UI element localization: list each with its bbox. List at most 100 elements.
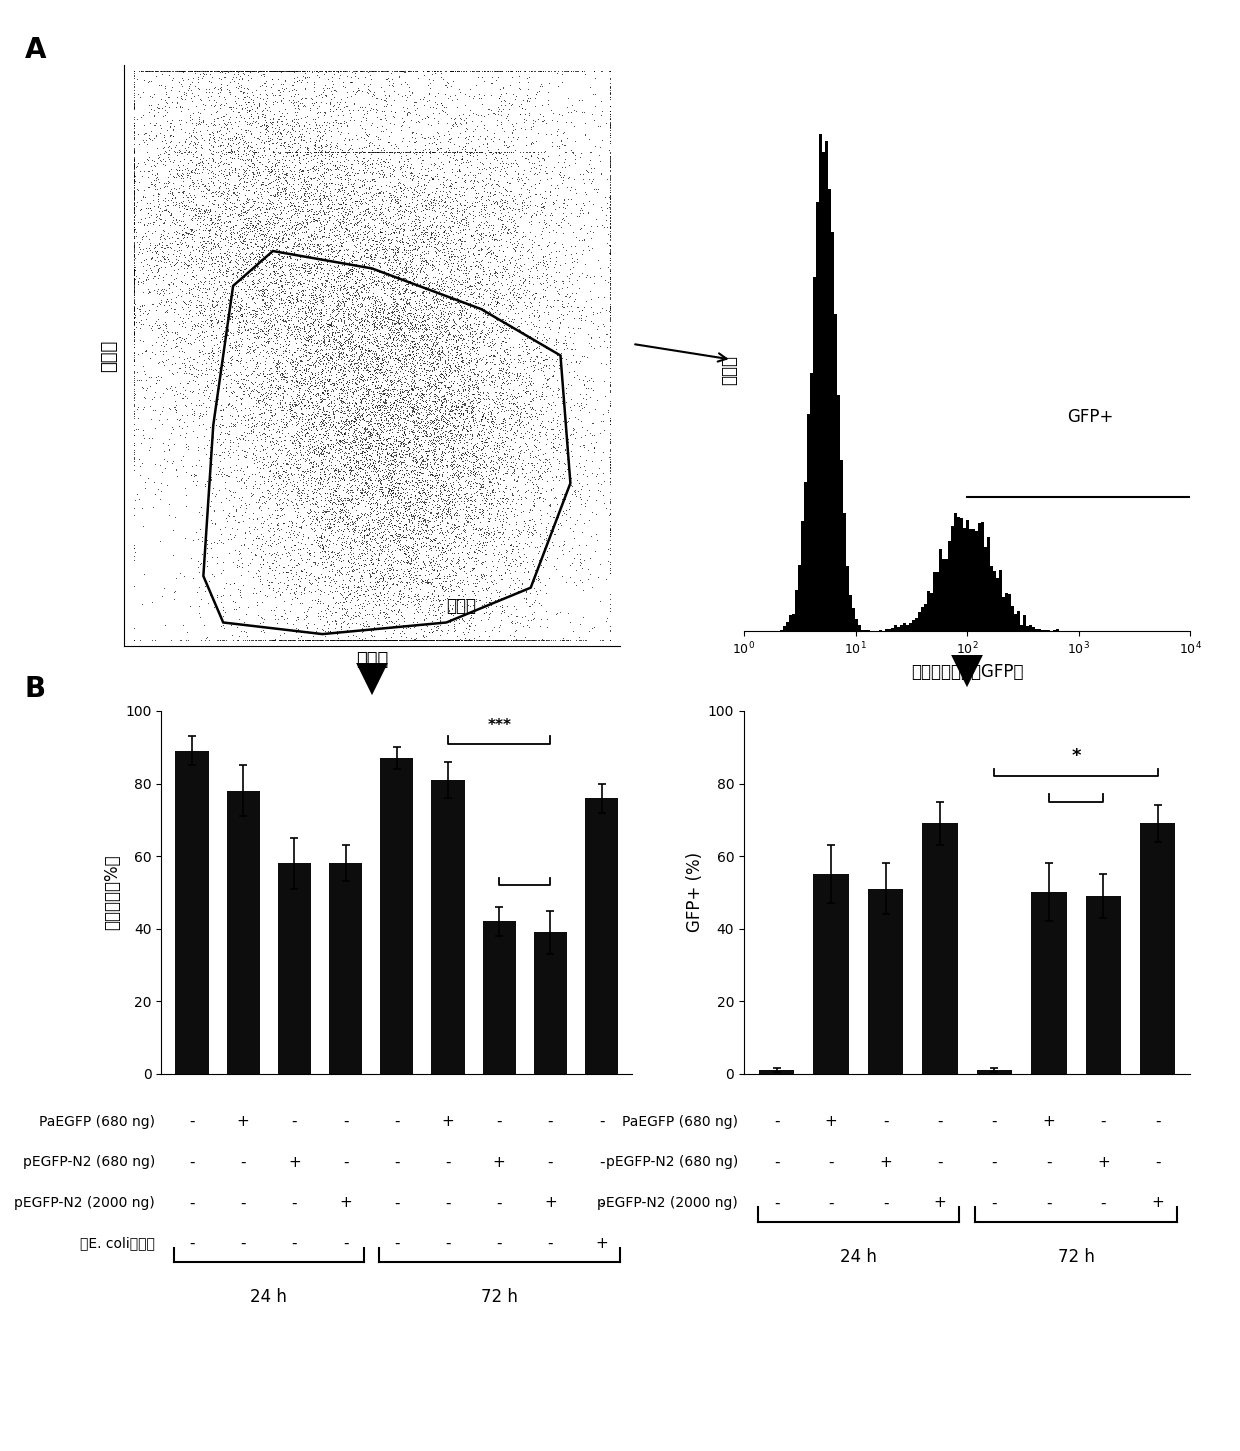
- Point: [322, 221, 342, 244]
- Point: [124, 75, 144, 99]
- Point: [283, 564, 303, 588]
- Point: [381, 284, 401, 308]
- Point: [300, 386, 320, 409]
- Point: [263, 176, 283, 199]
- Point: [306, 429, 326, 453]
- Point: [295, 344, 315, 367]
- Point: [532, 273, 552, 296]
- Point: [265, 226, 285, 250]
- Point: [264, 197, 284, 221]
- Point: [403, 527, 423, 550]
- Point: [288, 279, 308, 302]
- Point: [221, 351, 241, 374]
- Point: [429, 474, 449, 498]
- Point: [332, 303, 352, 326]
- Point: [283, 234, 303, 257]
- Point: [472, 321, 492, 344]
- Point: [337, 624, 357, 647]
- Point: [373, 576, 393, 599]
- Point: [316, 376, 336, 399]
- Point: [254, 390, 274, 414]
- Point: [448, 216, 467, 239]
- Point: [565, 129, 585, 152]
- Point: [441, 437, 461, 460]
- Point: [403, 387, 423, 411]
- Point: [381, 62, 401, 86]
- Point: [465, 373, 485, 396]
- Point: [448, 363, 467, 386]
- Point: [370, 425, 389, 448]
- Point: [273, 280, 293, 303]
- Point: [408, 460, 428, 483]
- Point: [190, 77, 210, 100]
- Point: [196, 276, 216, 299]
- Point: [310, 628, 330, 651]
- Point: [331, 59, 351, 83]
- Point: [258, 321, 278, 344]
- Point: [427, 463, 446, 486]
- Point: [309, 530, 329, 553]
- Point: [394, 427, 414, 450]
- Point: [537, 374, 557, 398]
- Point: [296, 192, 316, 215]
- Point: [319, 467, 339, 490]
- Point: [319, 59, 339, 83]
- Point: [570, 142, 590, 165]
- Point: [374, 347, 394, 370]
- Point: [570, 392, 590, 415]
- Point: [449, 411, 469, 434]
- Point: [363, 488, 383, 511]
- Point: [286, 617, 306, 640]
- Point: [293, 254, 312, 277]
- Point: [311, 457, 331, 480]
- Point: [324, 315, 343, 338]
- Point: [396, 315, 415, 338]
- Point: [253, 547, 273, 570]
- Point: [401, 164, 420, 187]
- Point: [228, 290, 248, 313]
- Point: [496, 414, 516, 437]
- Point: [208, 348, 228, 371]
- Point: [298, 379, 317, 402]
- Point: [407, 390, 427, 414]
- Point: [366, 340, 386, 363]
- Point: [269, 250, 289, 273]
- Point: [362, 305, 382, 328]
- Point: [124, 280, 144, 303]
- Point: [415, 556, 435, 579]
- Point: [179, 132, 198, 155]
- Point: [330, 377, 350, 400]
- Point: [490, 197, 510, 221]
- Point: [270, 229, 290, 252]
- Point: [265, 160, 285, 183]
- Point: [479, 521, 498, 544]
- Point: [428, 238, 448, 261]
- Point: [356, 515, 376, 538]
- Point: [306, 348, 326, 371]
- Point: [238, 628, 258, 651]
- Point: [480, 321, 500, 344]
- Point: [221, 141, 241, 164]
- Point: [374, 444, 394, 467]
- Point: [166, 245, 186, 268]
- Point: [326, 374, 346, 398]
- Point: [511, 255, 531, 279]
- Point: [440, 419, 460, 443]
- Point: [449, 344, 469, 367]
- Point: [343, 419, 363, 443]
- Point: [425, 316, 445, 340]
- Point: [207, 583, 227, 607]
- Point: [516, 512, 536, 535]
- Point: [249, 238, 269, 261]
- Point: [510, 254, 529, 277]
- Point: [398, 550, 418, 573]
- Point: [456, 210, 476, 234]
- Point: [346, 392, 366, 415]
- Point: [311, 400, 331, 424]
- Point: [439, 122, 459, 145]
- Point: [560, 564, 580, 588]
- Point: [520, 86, 539, 109]
- Point: [560, 110, 580, 133]
- Point: [243, 406, 263, 429]
- Point: [578, 438, 598, 461]
